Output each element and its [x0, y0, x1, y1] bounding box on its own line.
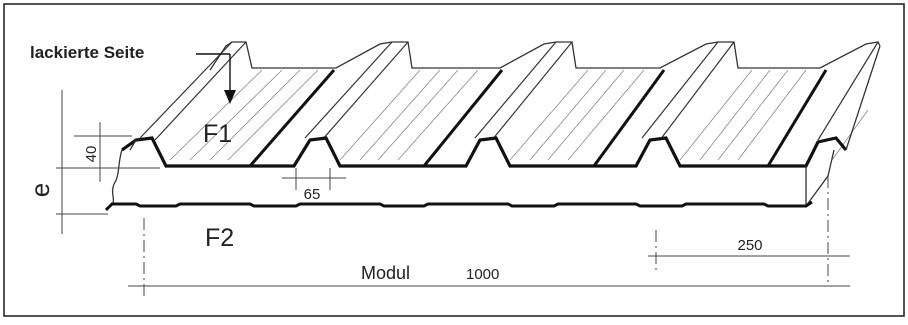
face-bottom-label: F2: [205, 224, 234, 252]
module-word: Modul: [361, 263, 410, 283]
centre-lines: [143, 176, 829, 298]
valley-edges: [248, 69, 828, 167]
module-value: 1000: [466, 266, 499, 283]
back-profile: [209, 41, 881, 71]
painted-side-label: lackierte Seite: [30, 43, 144, 62]
dim-thickness-label: e: [25, 183, 55, 197]
face-top-label: F1: [203, 120, 232, 148]
dim-rib-width: [282, 168, 346, 190]
dim-thickness: [56, 90, 108, 234]
rib-crest-lines: [139, 41, 879, 141]
dim-rib-width-label: 65: [304, 186, 321, 203]
bottom-profile: [104, 200, 813, 212]
painted-side-arrow-icon: [224, 90, 236, 104]
painted-side-leader: [196, 53, 231, 92]
diagram-border: [3, 3, 905, 317]
dim-pitch-label: 250: [737, 237, 762, 254]
dim-rib-height-label: 40: [83, 146, 100, 163]
front-top-profile: [121, 136, 848, 168]
panel-left-end: [111, 139, 137, 205]
top-sheet-hatching: [169, 69, 869, 161]
dim-rib-height: [74, 122, 160, 182]
panel-right-end: [805, 45, 881, 207]
